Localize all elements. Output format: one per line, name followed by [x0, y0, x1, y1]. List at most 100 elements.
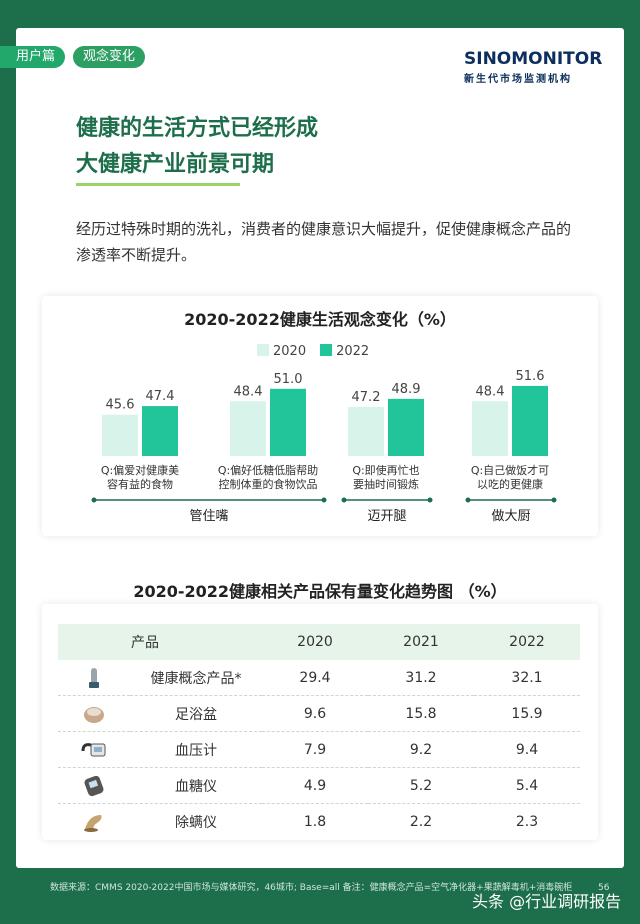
bar-2022-2 — [388, 398, 424, 456]
product-name: 除螨仪 — [175, 814, 217, 831]
data-label: 45.6 — [106, 398, 135, 413]
tag-concept: 观念变化 — [73, 46, 146, 68]
bar-2022-1 — [270, 388, 306, 456]
footer-source-note: 数据来源：CMMS 2020-2022中国市场与媒体研究，46城市; Base=… — [50, 883, 573, 893]
group-bracket-dot — [321, 497, 327, 503]
value-2020: 9.6 — [262, 695, 368, 732]
data-label: 47.2 — [352, 390, 381, 405]
logo-name: SINOMONITOR — [464, 49, 603, 69]
foot-bath-icon — [84, 706, 104, 723]
group-label: 管住嘴 — [189, 509, 228, 524]
value-2020: 29.4 — [262, 660, 368, 696]
chart-legend: 2020 2022 — [257, 344, 369, 359]
category-label: 控制体重的食物饮品 — [219, 477, 318, 491]
tag-user: 用户篇 — [0, 46, 66, 68]
value-2021: 31.2 — [368, 660, 474, 696]
category-label: Q:自己做饭才可 — [471, 463, 549, 477]
row-icon-cell — [58, 660, 130, 696]
row-icon-cell — [58, 731, 130, 768]
row-icon-cell — [58, 767, 130, 804]
value-2022: 5.4 — [474, 767, 580, 804]
data-label: 48.9 — [392, 382, 421, 397]
ownership-table-card: 产品 2020 2021 2022 健康概念产品* 29.4 31.2 32.1 — [42, 604, 598, 840]
category-label: Q:即使再忙也 — [352, 463, 419, 477]
glucose-meter-icon — [84, 775, 104, 796]
group-bracket-dot — [465, 497, 471, 503]
value-2022: 2.3 — [515, 813, 539, 830]
bar-2020-3 — [472, 401, 508, 456]
concept-change-card: 2020-2022健康生活观念变化（%） 2020 2022 45.6 48.4 4… — [42, 296, 598, 536]
table-row: 健康概念产品* 29.4 31.2 32.1 — [58, 660, 580, 696]
data-label: 51.0 — [274, 372, 303, 387]
bar-2022-3 — [512, 385, 548, 456]
header-2021: 2021 — [368, 624, 474, 660]
row-icon-cell — [58, 804, 130, 840]
category-label: Q:偏好低糖低脂帮助 — [218, 463, 318, 477]
chart-title: 2020-2022健康生活观念变化（%） — [184, 310, 456, 329]
header-2020: 2020 — [262, 624, 368, 660]
category-label: 容有益的食物 — [107, 477, 173, 491]
category-label: 以吃的更健康 — [477, 477, 543, 491]
brand-logo: SINOMONITOR 新生代市场监测机构 — [464, 50, 604, 85]
legend-swatch — [320, 344, 333, 356]
table-row: 血糖仪 4.9 5.2 5.4 — [58, 767, 580, 804]
product-name: 血糖仪 — [130, 767, 262, 804]
intro-paragraph: 经历过特殊时期的洗礼，消费者的健康意识大幅提升，促使健康概念产品的渗透率不断提升… — [76, 220, 572, 264]
section-tags: 用户篇 观念变化 — [0, 46, 146, 68]
legend-label: 2020 — [273, 344, 307, 359]
category-label: Q:偏爱对健康美 — [101, 463, 179, 477]
group-bracket-dot — [427, 497, 433, 503]
air-purifier-icon — [89, 667, 99, 688]
bar-2020-2 — [348, 407, 384, 456]
title-underline — [76, 183, 240, 186]
group-bracket-dot — [551, 497, 557, 503]
value-2020: 4.9 — [262, 767, 368, 804]
bar-2020-1 — [230, 401, 266, 456]
data-label: 48.4 — [234, 384, 263, 399]
value-2020: 1.8 — [303, 813, 327, 830]
product-name: 健康概念产品* — [130, 660, 262, 696]
value-2020: 7.9 — [262, 731, 368, 768]
bar-2022-0 — [142, 406, 178, 456]
bar-chart: 45.6 48.4 47.2 48.4 47.4 51.0 48.9 51.6 Q:偏爱对健康美… — [91, 369, 557, 524]
product-name: 血压计 — [130, 731, 262, 768]
bar-2020-0 — [102, 414, 138, 456]
value-2022: 32.1 — [474, 660, 580, 696]
value-2021: 2.2 — [409, 813, 433, 830]
value-2022: 15.9 — [474, 695, 580, 732]
mite-remover-icon — [84, 814, 102, 832]
header-2022: 2022 — [474, 624, 580, 660]
product-name: 足浴盆 — [130, 695, 262, 732]
watermark-text: 头条 @行业调研报告 — [472, 892, 622, 911]
table-header-row: 产品 2020 2021 2022 — [58, 624, 580, 660]
group-bracket-dot — [341, 497, 347, 503]
group-label: 做大厨 — [491, 509, 530, 524]
group-label: 迈开腿 — [367, 509, 406, 524]
table-row: 血压计 7.9 9.2 9.4 — [58, 731, 580, 768]
ownership-table: 产品 2020 2021 2022 健康概念产品* 29.4 31.2 32.1 — [58, 624, 580, 839]
blood-pressure-monitor-icon — [81, 742, 106, 756]
category-label: 要抽时间锻炼 — [353, 477, 419, 491]
value-2021: 15.8 — [368, 695, 474, 732]
group-bracket-dot — [91, 497, 97, 503]
value-2021: 9.2 — [368, 731, 474, 768]
data-label: 51.6 — [516, 369, 545, 384]
page-number: 56 — [598, 883, 610, 893]
legend-item-2022: 2022 — [320, 344, 369, 359]
data-label: 48.4 — [476, 384, 505, 399]
value-2022: 9.4 — [474, 731, 580, 768]
header-product: 产品 — [130, 624, 262, 660]
table-row: 足浴盆 9.6 15.8 15.9 — [58, 695, 580, 732]
table-row: 除螨仪 1.8 2.2 2.3 — [58, 804, 580, 840]
header-icon-col — [58, 624, 130, 660]
legend-item-2020: 2020 — [257, 344, 306, 359]
data-label: 47.4 — [146, 389, 175, 404]
row-icon-cell — [58, 695, 130, 732]
value-2021: 5.2 — [368, 767, 474, 804]
table-title: 2020-2022健康相关产品保有量变化趋势图 （%） — [133, 582, 507, 601]
legend-swatch — [257, 344, 269, 356]
page-title-line2: 大健康产业前景可期 — [76, 152, 275, 177]
legend-label: 2022 — [336, 344, 370, 359]
page-title-line1: 健康的生活方式已经形成 — [76, 116, 319, 141]
logo-subtitle: 新生代市场监测机构 — [464, 74, 572, 85]
